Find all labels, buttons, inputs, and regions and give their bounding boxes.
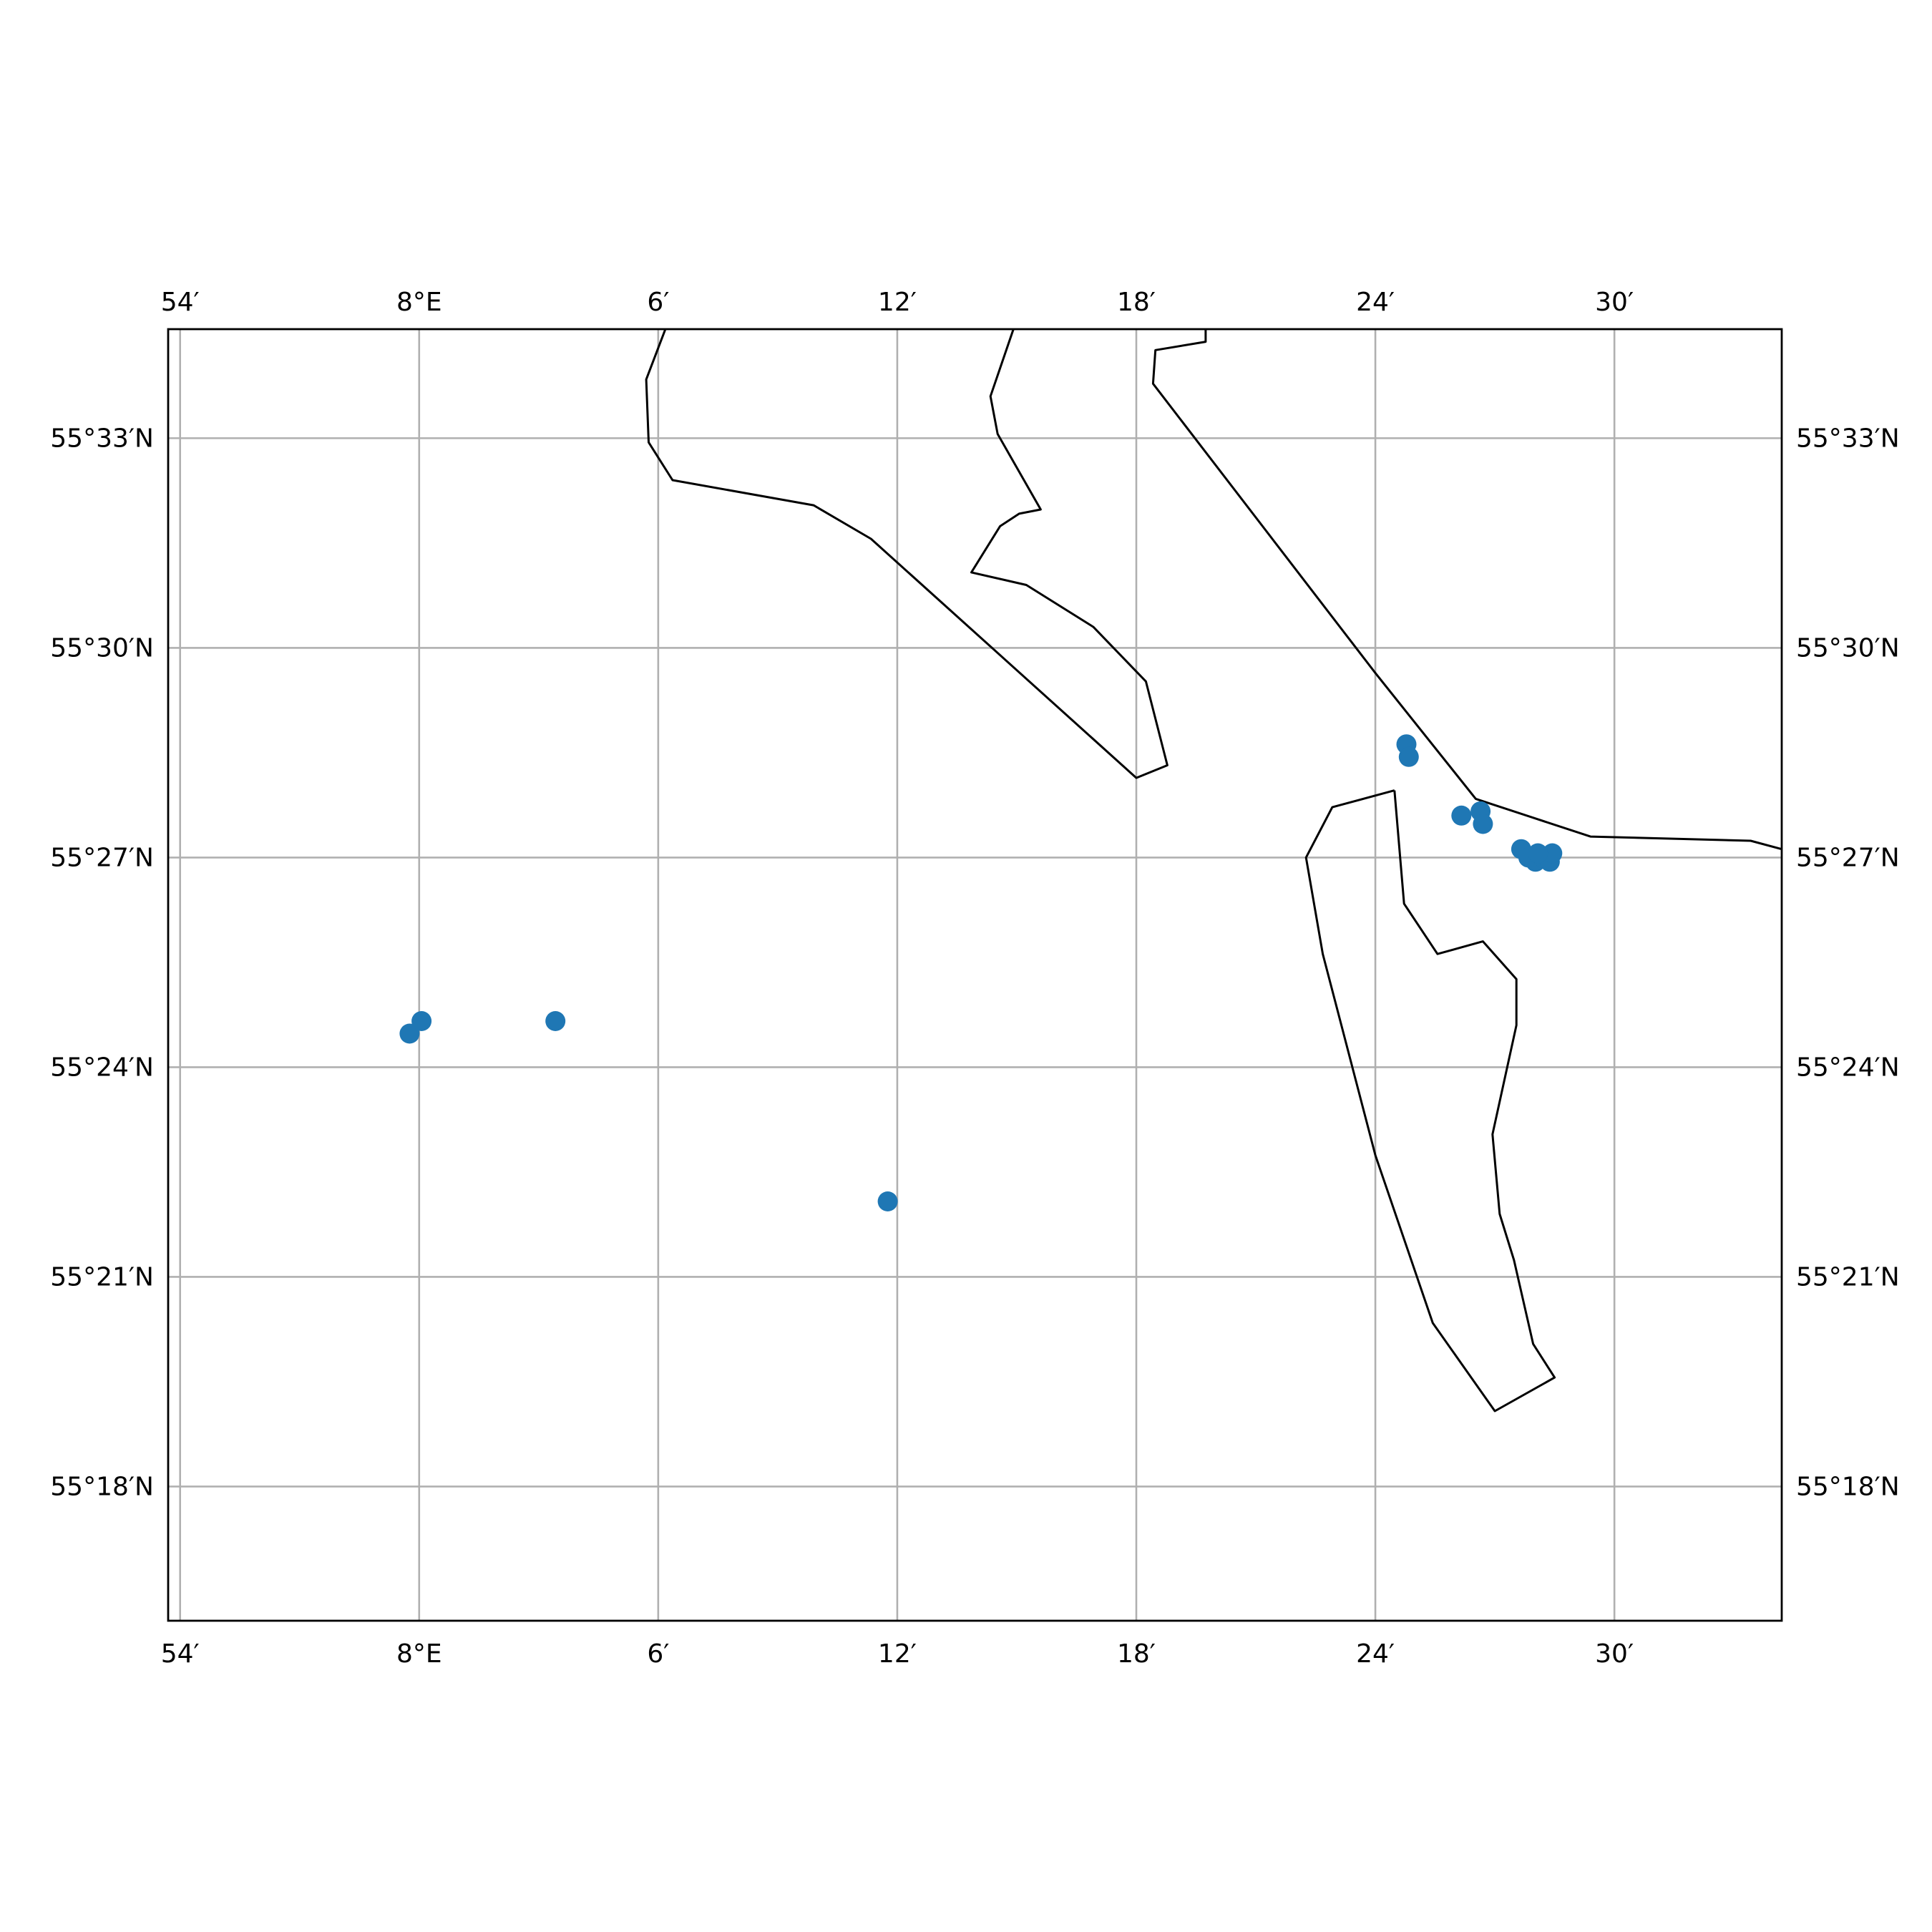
observation-point [1528,843,1548,864]
lat-label-left: 55°21′N [50,1262,154,1292]
coastline-path [1151,329,1782,851]
lat-label-left: 55°27′N [50,843,154,872]
lon-label-bottom: 18′ [1117,1639,1156,1669]
observation-point [399,1023,420,1044]
lon-label-top: 24′ [1356,288,1395,317]
observation-point [411,1011,432,1031]
lon-label-top: 30′ [1595,288,1634,317]
lat-label-right: 55°27′N [1796,843,1900,872]
observation-point [545,1011,566,1031]
observation-point [1398,746,1419,767]
lat-label-right: 55°33′N [1796,424,1900,453]
map-frame [167,328,1783,1622]
lon-label-top: 18′ [1117,288,1156,317]
lat-label-left: 55°24′N [50,1053,154,1082]
graticule [168,329,1782,1621]
lat-label-right: 55°21′N [1796,1262,1900,1292]
lon-label-top: 6′ [647,288,669,317]
lon-label-top: 8°E [396,288,442,317]
coastline-path [1304,789,1556,1413]
observation-point [1451,805,1472,826]
observation-point [877,1191,898,1211]
lat-label-right: 55°18′N [1796,1472,1900,1501]
coastlines [645,329,1782,1413]
lat-label-left: 55°33′N [50,424,154,453]
lat-label-left: 55°18′N [50,1472,154,1501]
observation-points [399,734,1563,1211]
lat-label-right: 55°30′N [1796,633,1900,663]
lon-label-bottom: 8°E [396,1639,442,1669]
lon-label-bottom: 24′ [1356,1639,1395,1669]
coastline-path [645,329,1169,779]
lon-label-top: 54′ [161,288,200,317]
lat-label-right: 55°24′N [1796,1053,1900,1082]
lat-label-left: 55°30′N [50,633,154,663]
lon-label-top: 12′ [878,288,917,317]
lon-label-bottom: 12′ [878,1639,917,1669]
lon-label-bottom: 6′ [647,1639,669,1669]
observation-point [1473,814,1493,834]
lon-label-bottom: 30′ [1595,1639,1634,1669]
tick-labels: 54′ 54′ 8°E 8°E 6′ 6′ 12′ 12′ 18′ 18′ 24′ 24′ 30′ 30′… [50,288,1899,1669]
observation-point [1542,843,1563,864]
lon-label-bottom: 54′ [161,1639,200,1669]
